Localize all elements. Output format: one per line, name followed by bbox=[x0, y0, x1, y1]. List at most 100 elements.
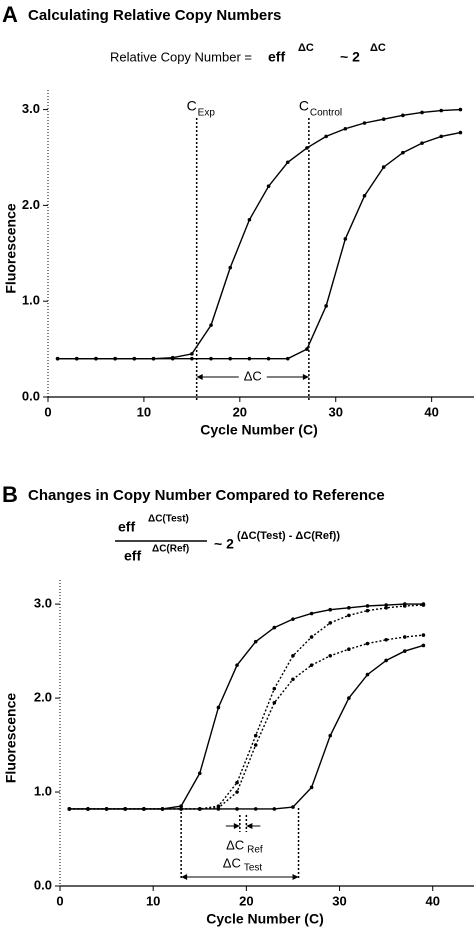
data-point bbox=[347, 696, 351, 700]
data-point bbox=[235, 780, 239, 785]
data-point bbox=[305, 146, 309, 150]
data-point bbox=[421, 603, 426, 607]
data-point bbox=[402, 604, 407, 608]
y-tick-label: 2.0 bbox=[34, 690, 52, 705]
y-tick-label: 3.0 bbox=[22, 101, 40, 116]
y-tick-label: 1.0 bbox=[34, 783, 52, 798]
series-line bbox=[69, 634, 424, 810]
arrow-head bbox=[302, 374, 309, 380]
data-point bbox=[365, 604, 370, 608]
data-point bbox=[235, 807, 239, 811]
x-tick-label: 40 bbox=[424, 404, 438, 419]
series-line bbox=[69, 603, 424, 810]
data-point bbox=[384, 638, 388, 642]
data-point bbox=[235, 790, 239, 794]
data-point bbox=[197, 807, 202, 811]
data-point bbox=[458, 130, 463, 135]
data-point bbox=[362, 121, 367, 125]
data-point bbox=[384, 603, 388, 607]
data-point bbox=[309, 611, 314, 616]
data-point bbox=[439, 134, 444, 139]
arrow-head bbox=[196, 374, 203, 380]
data-point bbox=[291, 677, 295, 682]
data-point bbox=[328, 607, 333, 612]
data-point bbox=[197, 771, 202, 776]
data-point bbox=[285, 356, 290, 361]
data-point bbox=[384, 606, 388, 610]
data-point bbox=[104, 807, 109, 811]
data-point bbox=[190, 352, 194, 356]
formula-part: eff bbox=[118, 519, 135, 535]
data-point bbox=[401, 113, 405, 118]
data-point bbox=[266, 356, 271, 361]
x-tick-label: 20 bbox=[233, 404, 247, 419]
series-line bbox=[57, 108, 461, 360]
data-point bbox=[365, 608, 370, 613]
span-label: ΔC bbox=[223, 855, 241, 870]
data-point bbox=[347, 613, 351, 618]
arrow-head bbox=[233, 823, 240, 829]
data-point bbox=[309, 635, 314, 639]
data-point bbox=[253, 807, 258, 811]
data-point bbox=[123, 807, 128, 811]
data-point bbox=[272, 700, 277, 705]
formula-part: (ΔC(Test) - ΔC(Ref)) bbox=[237, 530, 340, 542]
panel-label: B bbox=[2, 482, 18, 507]
data-point bbox=[266, 184, 271, 189]
data-point bbox=[86, 807, 90, 811]
panel-label: A bbox=[2, 2, 18, 27]
x-tick-label: 0 bbox=[44, 404, 51, 419]
formula-part: eff bbox=[124, 548, 141, 564]
x-tick-label: 20 bbox=[239, 893, 253, 908]
data-point bbox=[74, 356, 79, 361]
x-axis-label: Cycle Number (C) bbox=[206, 911, 323, 927]
y-axis-label: Fluorescence bbox=[3, 693, 19, 783]
y-tick-label: 1.0 bbox=[22, 293, 40, 308]
data-point bbox=[160, 807, 165, 811]
marker-label: C bbox=[187, 98, 197, 114]
formula-part: eff bbox=[268, 49, 285, 65]
data-point bbox=[272, 686, 277, 691]
x-tick-label: 10 bbox=[137, 404, 151, 419]
data-point bbox=[384, 658, 388, 663]
series-line bbox=[57, 131, 461, 360]
data-point bbox=[328, 621, 333, 625]
data-point bbox=[347, 606, 351, 610]
data-point bbox=[55, 356, 60, 361]
data-point bbox=[365, 672, 370, 677]
data-point bbox=[170, 356, 175, 361]
data-point bbox=[209, 356, 213, 361]
data-point bbox=[247, 217, 252, 222]
data-point bbox=[347, 647, 351, 651]
span-label-bg bbox=[238, 369, 267, 385]
data-point bbox=[291, 805, 295, 809]
data-point bbox=[142, 807, 146, 811]
data-point bbox=[209, 323, 213, 327]
data-point bbox=[309, 785, 314, 790]
arrow-head bbox=[181, 874, 188, 880]
data-point bbox=[132, 356, 137, 361]
data-point bbox=[190, 356, 194, 361]
data-point bbox=[285, 160, 290, 165]
data-point bbox=[420, 110, 424, 115]
formula-part: Relative Copy Number = bbox=[110, 49, 252, 64]
x-tick-label: 0 bbox=[56, 893, 63, 908]
y-tick-label: 2.0 bbox=[22, 197, 40, 212]
x-tick-label: 40 bbox=[425, 893, 439, 908]
series-line bbox=[69, 604, 424, 810]
data-point bbox=[328, 733, 333, 738]
x-axis-label: Cycle Number (C) bbox=[200, 422, 317, 438]
data-point bbox=[309, 663, 314, 667]
marker-sub: Exp bbox=[198, 108, 216, 119]
data-point bbox=[343, 237, 348, 241]
x-tick-label: 30 bbox=[332, 893, 346, 908]
span-sub: Ref bbox=[247, 845, 263, 856]
data-point bbox=[420, 141, 424, 145]
data-point bbox=[402, 635, 407, 639]
data-point bbox=[216, 705, 221, 710]
data-point bbox=[272, 625, 277, 630]
data-point bbox=[291, 653, 295, 658]
formula-part: ΔC bbox=[370, 42, 386, 54]
data-point bbox=[228, 265, 233, 270]
formula-part: ΔC(Ref) bbox=[152, 544, 189, 555]
